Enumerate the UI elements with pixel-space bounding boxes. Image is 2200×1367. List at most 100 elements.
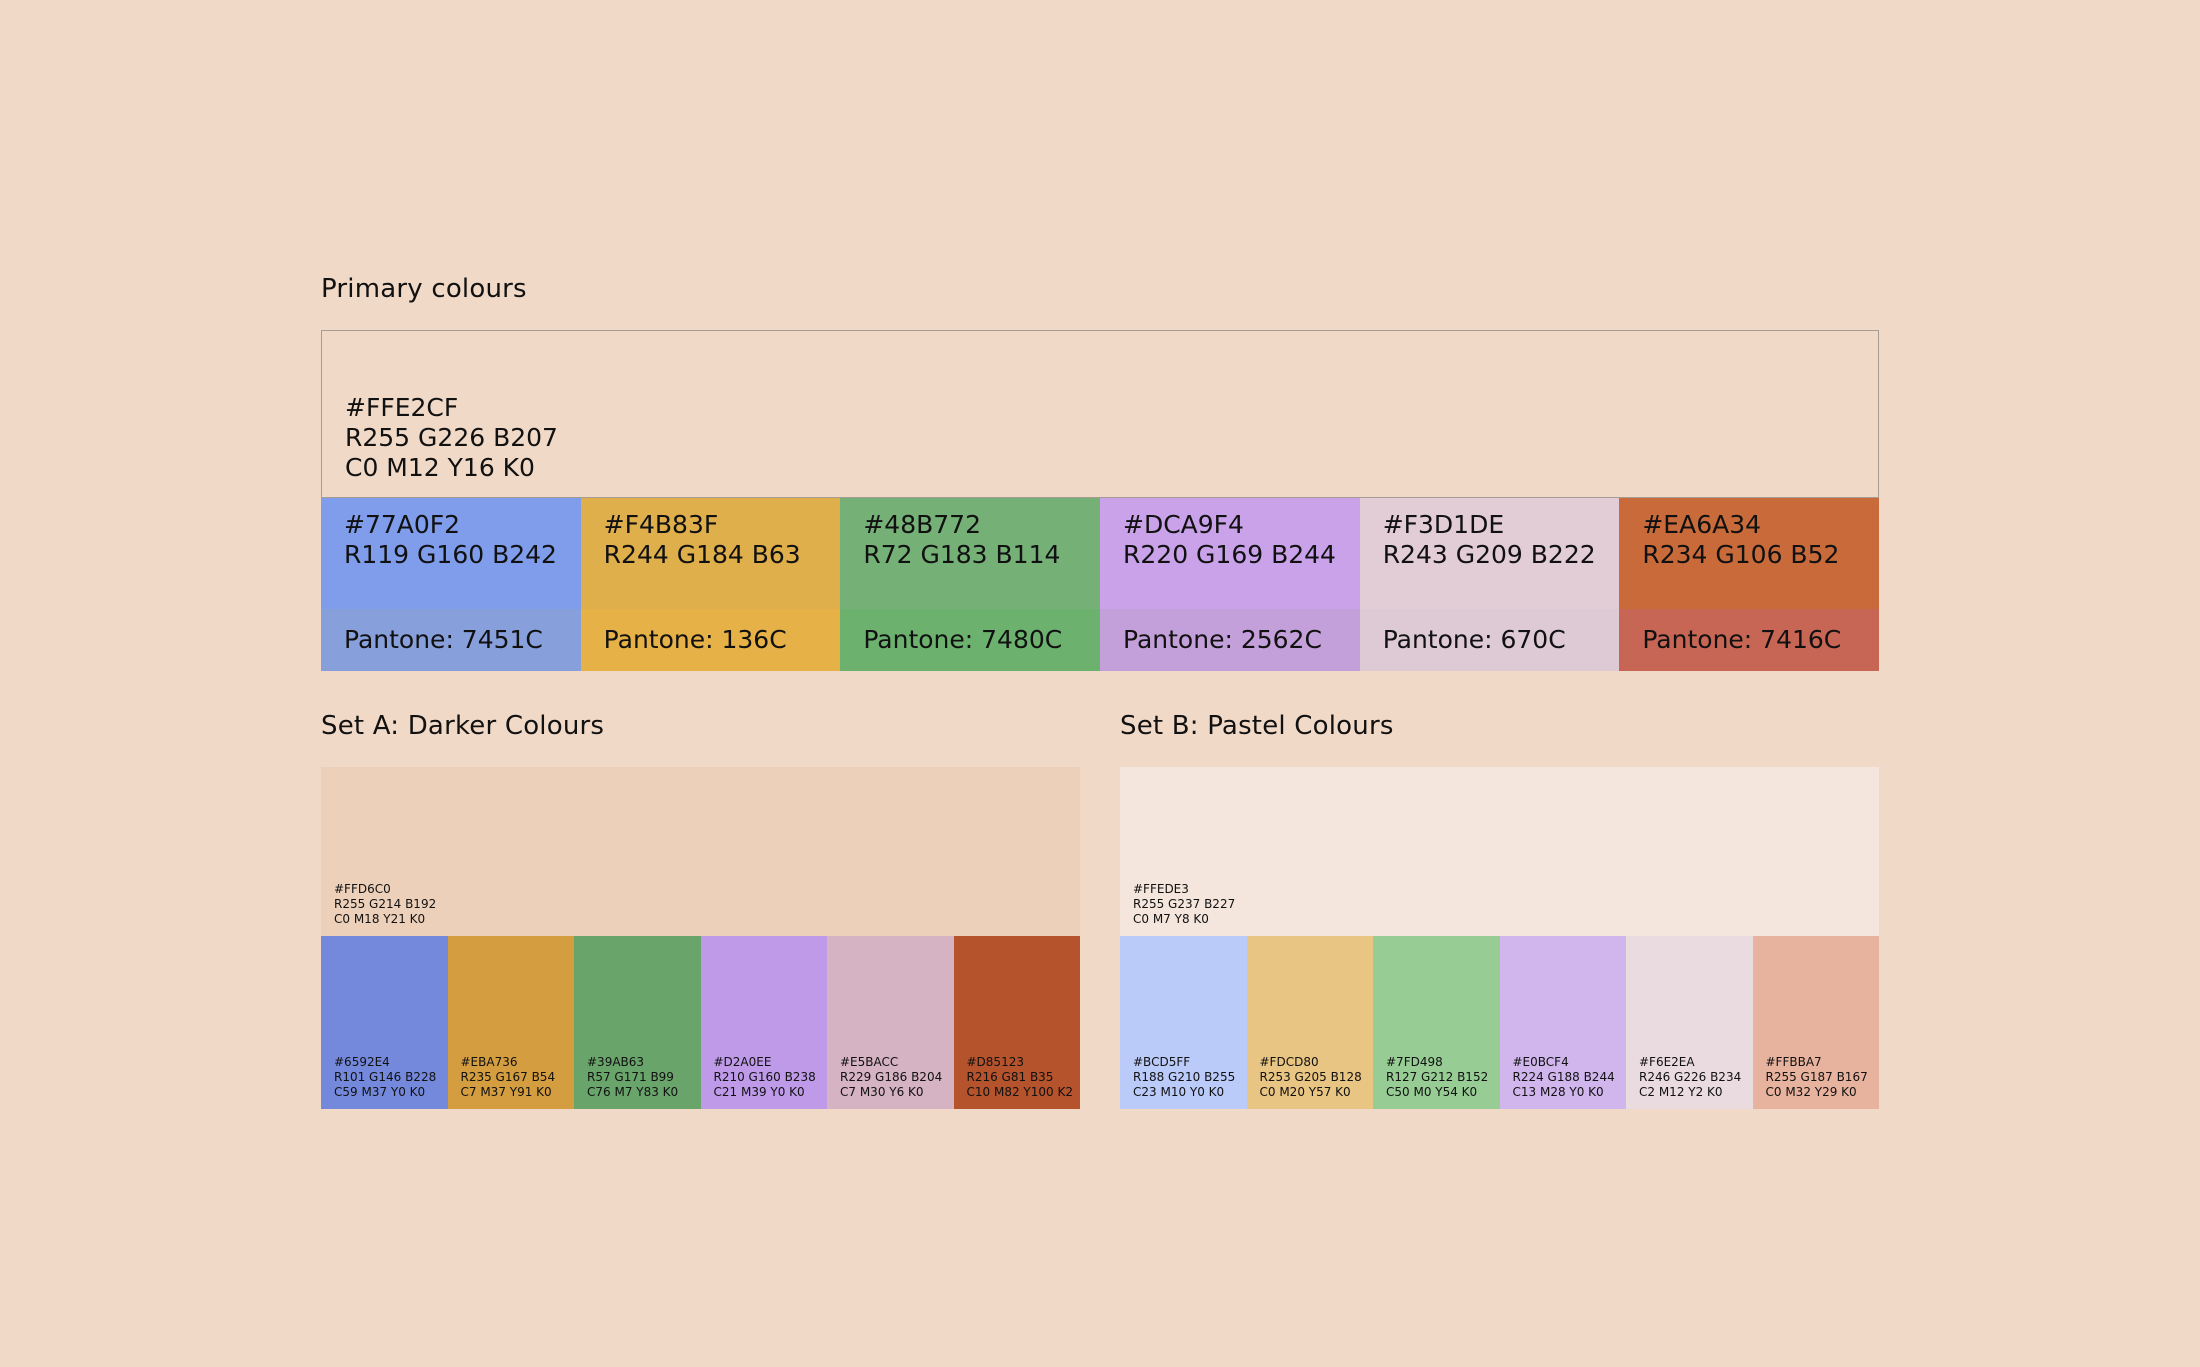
swatch-rgb: R229 G186 B204 [840,1070,943,1084]
swatch-hex: #D2A0EE [713,1055,772,1069]
set-b-swatch-text: #FFBBA7 R255 G187 B167 C0 M32 Y29 K0 [1766,1055,1868,1100]
swatch-rgb: R101 G146 B228 [334,1070,437,1084]
set-b-swatch-row: #BCD5FF R188 G210 B255 C23 M10 Y0 K0 #FD… [1120,936,1879,1109]
set-b-swatch: #7FD498 R127 G212 B152 C50 M0 Y54 K0 [1373,936,1500,1109]
set-a-main-swatch-text: #FFD6C0 R255 G214 B192 C0 M18 Y21 K0 [334,882,436,927]
set-a-swatch: #6592E4 R101 G146 B228 C59 M37 Y0 K0 [321,936,448,1109]
swatch-cmyk: C23 M10 Y0 K0 [1133,1085,1225,1099]
primary-main-swatch-text: #FFE2CF R255 G226 B207 C0 M12 Y16 K0 [345,393,558,483]
set-a-swatch-row: #6592E4 R101 G146 B228 C59 M37 Y0 K0 #EB… [321,936,1080,1109]
primary-swatch-pantone: Pantone: 2562C [1100,609,1360,671]
primary-swatch-pantone: Pantone: 7451C [321,609,581,671]
set-b-swatch: #F6E2EA R246 G226 B234 C2 M12 Y2 K0 [1626,936,1753,1109]
swatch-rgb: R119 G160 B242 [344,540,557,569]
swatch-hex: #D85123 [966,1055,1024,1069]
swatch-hex: #7FD498 [1386,1055,1443,1069]
set-b-swatch: #BCD5FF R188 G210 B255 C23 M10 Y0 K0 [1120,936,1247,1109]
swatch-cmyk: C21 M39 Y0 K0 [713,1085,805,1099]
swatch-rgb: R57 G171 B99 [587,1070,674,1084]
set-b-swatch-text: #7FD498 R127 G212 B152 C50 M0 Y54 K0 [1386,1055,1488,1100]
primary-swatch-pantone: Pantone: 136C [580,609,841,671]
swatch-hex: #E5BACC [840,1055,899,1069]
set-b-main-swatch-text: #FFEDE3 R255 G237 B227 C0 M7 Y8 K0 [1133,882,1235,927]
primary-swatch: #48B772 R72 G183 B114 Pantone: 7480C [840,498,1101,671]
primary-swatch-color: #EA6A34 R234 G106 B52 [1619,498,1880,609]
swatch-rgb: R224 G188 B244 [1512,1070,1615,1084]
swatch-rgb: R188 G210 B255 [1133,1070,1236,1084]
swatch-rgb: R255 G226 B207 [345,423,558,452]
set-a-swatch-text: #E5BACC R229 G186 B204 C7 M30 Y6 K0 [840,1055,942,1100]
swatch-rgb: R72 G183 B114 [863,540,1061,569]
swatch-rgb: R243 G209 B222 [1382,540,1596,569]
swatch-hex: #FFD6C0 [334,882,391,896]
primary-swatch-color: #DCA9F4 R220 G169 B244 [1100,498,1360,609]
swatch-hex: #6592E4 [334,1055,390,1069]
swatch-rgb: R244 G184 B63 [603,540,801,569]
set-a-title: Set A: Darker Colours [321,711,605,741]
set-a-swatch: #D85123 R216 G81 B35 C10 M82 Y100 K2 [953,936,1080,1109]
swatch-rgb: R210 G160 B238 [713,1070,816,1084]
swatch-hex: #EBA736 [460,1055,518,1069]
set-b-swatch-text: #BCD5FF R188 G210 B255 C23 M10 Y0 K0 [1133,1055,1235,1100]
set-a-swatch-text: #39AB63 R57 G171 B99 C76 M7 Y83 K0 [587,1055,678,1100]
primary-swatch: #DCA9F4 R220 G169 B244 Pantone: 2562C [1100,498,1360,671]
swatch-rgb: R127 G212 B152 [1386,1070,1489,1084]
set-b-swatch-text: #FDCD80 R253 G205 B128 C0 M20 Y57 K0 [1260,1055,1362,1100]
swatch-cmyk: C50 M0 Y54 K0 [1386,1085,1478,1099]
swatch-rgb: R216 G81 B35 [966,1070,1054,1084]
set-b-main-swatch: #FFEDE3 R255 G237 B227 C0 M7 Y8 K0 [1120,767,1879,936]
swatch-cmyk: C0 M18 Y21 K0 [334,912,426,926]
swatch-hex: #FDCD80 [1259,1055,1319,1069]
primary-swatch: #F4B83F R244 G184 B63 Pantone: 136C [580,498,841,671]
swatch-hex: #39AB63 [587,1055,645,1069]
swatch-cmyk: C0 M7 Y8 K0 [1133,912,1209,926]
swatch-hex: #FFEDE3 [1133,882,1189,896]
primary-main-swatch: #FFE2CF R255 G226 B207 C0 M12 Y16 K0 [321,330,1879,498]
primary-swatch-row: #77A0F2 R119 G160 B242 Pantone: 7451C #F… [321,498,1880,671]
set-a-swatch-text: #6592E4 R101 G146 B228 C59 M37 Y0 K0 [334,1055,436,1100]
set-a-swatch-text: #EBA736 R235 G167 B54 C7 M37 Y91 K0 [461,1055,556,1100]
swatch-rgb: R235 G167 B54 [460,1070,556,1084]
set-b-swatch-text: #E0BCF4 R224 G188 B244 C13 M28 Y0 K0 [1513,1055,1615,1100]
swatch-hex: #F6E2EA [1639,1055,1695,1069]
swatch-rgb: R246 G226 B234 [1639,1070,1742,1084]
set-a-swatch: #D2A0EE R210 G160 B238 C21 M39 Y0 K0 [700,936,827,1109]
swatch-hex: #FFBBA7 [1765,1055,1822,1069]
primary-swatch-pantone: Pantone: 7480C [840,609,1101,671]
set-a-swatch-text: #D2A0EE R210 G160 B238 C21 M39 Y0 K0 [714,1055,816,1100]
set-a-swatch-text: #D85123 R216 G81 B35 C10 M82 Y100 K2 [967,1055,1073,1100]
swatch-hex: #77A0F2 [344,510,461,539]
set-a-swatch: #39AB63 R57 G171 B99 C76 M7 Y83 K0 [574,936,701,1109]
swatch-hex: #F4B83F [603,510,719,539]
swatch-cmyk: C76 M7 Y83 K0 [587,1085,679,1099]
set-b-title: Set B: Pastel Colours [1120,711,1394,741]
set-b-swatch: #FDCD80 R253 G205 B128 C0 M20 Y57 K0 [1246,936,1373,1109]
set-b-swatch-text: #F6E2EA R246 G226 B234 C2 M12 Y2 K0 [1639,1055,1741,1100]
primary-swatch: #F3D1DE R243 G209 B222 Pantone: 670C [1359,498,1620,671]
swatch-hex: #EA6A34 [1642,510,1762,539]
swatch-hex: #E0BCF4 [1512,1055,1569,1069]
set-b-swatch: #FFBBA7 R255 G187 B167 C0 M32 Y29 K0 [1752,936,1879,1109]
swatch-hex: #F3D1DE [1382,510,1505,539]
set-a-swatch: #E5BACC R229 G186 B204 C7 M30 Y6 K0 [827,936,954,1109]
swatch-rgb: R255 G187 B167 [1765,1070,1868,1084]
swatch-cmyk: C7 M30 Y6 K0 [840,1085,924,1099]
swatch-hex: #48B772 [863,510,981,539]
set-a-main-swatch: #FFD6C0 R255 G214 B192 C0 M18 Y21 K0 [321,767,1080,936]
swatch-rgb: R255 G237 B227 [1133,897,1236,911]
swatch-rgb: R220 G169 B244 [1123,540,1336,569]
primary-swatch: #EA6A34 R234 G106 B52 Pantone: 7416C [1619,498,1880,671]
swatch-rgb: R253 G205 B128 [1259,1070,1362,1084]
primary-swatch-color: #48B772 R72 G183 B114 [840,498,1101,609]
primary-swatch-pantone: Pantone: 670C [1359,609,1620,671]
swatch-cmyk: C10 M82 Y100 K2 [966,1085,1073,1099]
swatch-hex: #DCA9F4 [1123,510,1244,539]
primary-swatch-color: #F4B83F R244 G184 B63 [580,498,841,609]
swatch-cmyk: C13 M28 Y0 K0 [1512,1085,1604,1099]
swatch-rgb: R255 G214 B192 [334,897,437,911]
swatch-hex: #BCD5FF [1133,1055,1191,1069]
swatch-cmyk: C59 M37 Y0 K0 [334,1085,426,1099]
swatch-rgb: R234 G106 B52 [1642,540,1840,569]
swatch-cmyk: C0 M20 Y57 K0 [1259,1085,1351,1099]
swatch-hex: #FFE2CF [345,393,459,422]
